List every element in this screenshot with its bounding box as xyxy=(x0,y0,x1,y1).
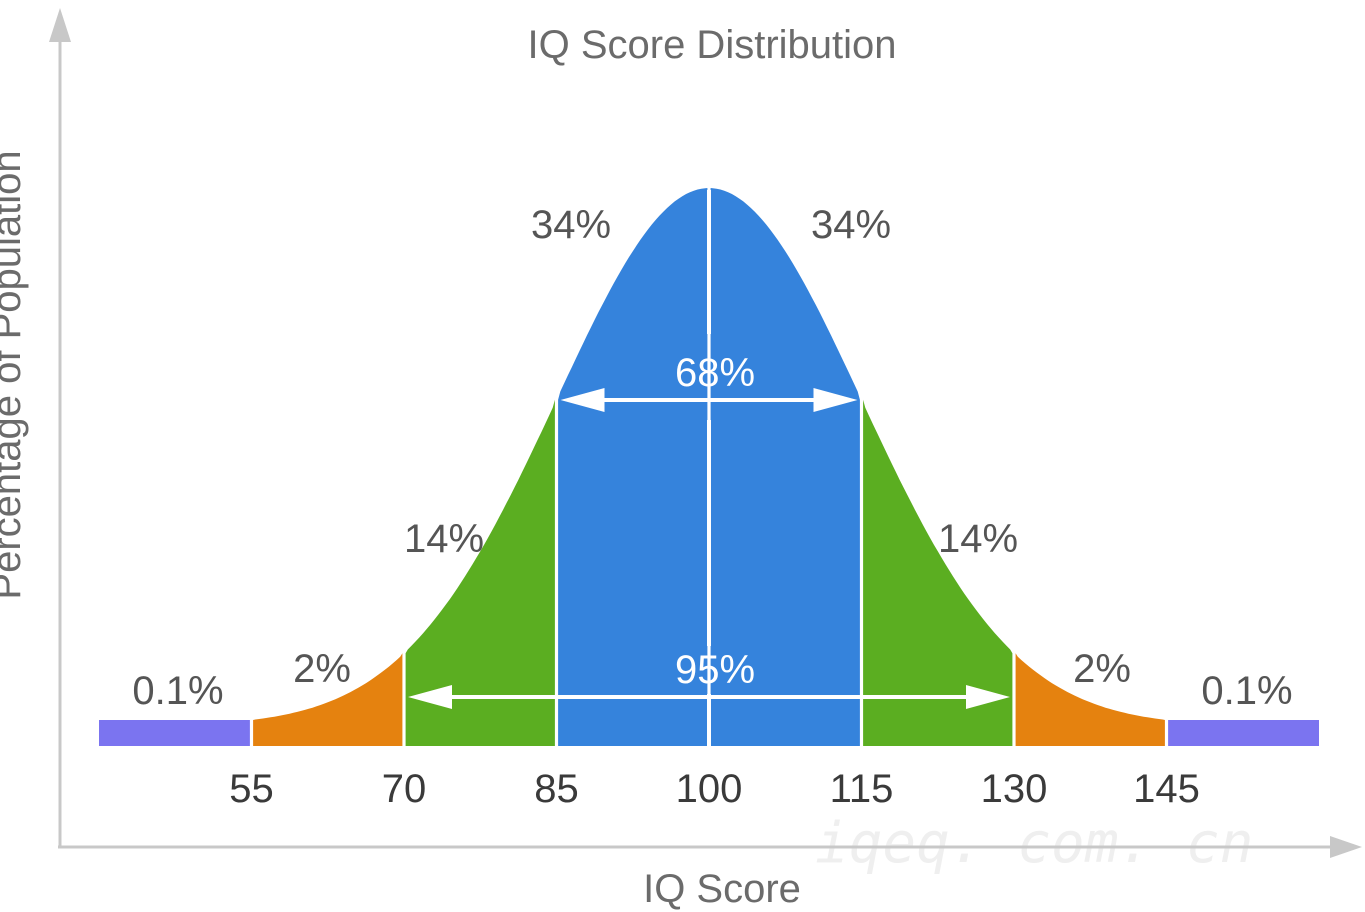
watermark: iqeq. com. cn xyxy=(815,811,1253,876)
segment-labels: 0.1% 2% 14% 34% 34% 14% 2% 0.1% xyxy=(132,203,1292,713)
segment-40-55 xyxy=(99,720,250,746)
x-tick-label: 100 xyxy=(676,767,743,811)
x-tick-label: 70 xyxy=(382,767,427,811)
x-tick-label: 115 xyxy=(830,767,894,811)
x-tick-label: 145 xyxy=(1133,767,1200,811)
range-arrowhead-left-0 xyxy=(560,388,605,412)
segment-100-115 xyxy=(710,188,860,746)
segment-label-3: 34% xyxy=(531,203,611,247)
range-arrows: 68% 95% xyxy=(408,351,1010,709)
segment-label-0: 0.1% xyxy=(132,669,223,713)
range-label-0: 68% xyxy=(675,351,755,395)
segment-55-70 xyxy=(253,653,403,746)
segment-label-5: 14% xyxy=(938,517,1018,561)
segment-label-2: 14% xyxy=(404,517,484,561)
segment-label-7: 0.1% xyxy=(1201,669,1292,713)
chart-title: IQ Score Distribution xyxy=(527,23,896,67)
range-arrowhead-right-0 xyxy=(813,388,858,412)
y-axis-arrow xyxy=(49,8,71,42)
x-tick-label: 130 xyxy=(981,767,1048,811)
x-tick-label: 85 xyxy=(534,767,579,811)
x-axis-arrow xyxy=(1330,836,1362,858)
axes xyxy=(49,8,1362,858)
x-tick-labels: 55 70 85 100 115 130 145 xyxy=(229,767,1200,811)
y-axis-label: Percentage of Population xyxy=(0,150,29,599)
segment-label-4: 34% xyxy=(811,203,891,247)
segment-70-85 xyxy=(405,399,555,746)
segment-85-100 xyxy=(558,188,708,746)
distribution-segments xyxy=(99,188,1319,746)
range-label-1: 95% xyxy=(675,648,755,692)
segment-145-160 xyxy=(1168,720,1319,746)
segment-label-6: 2% xyxy=(1073,647,1131,691)
x-axis-label: IQ Score xyxy=(643,867,801,911)
segment-130-145 xyxy=(1015,653,1165,746)
segment-label-1: 2% xyxy=(293,647,351,691)
segment-115-130 xyxy=(863,399,1013,746)
range-arrowhead-left-1 xyxy=(408,685,452,709)
x-tick-label: 55 xyxy=(229,767,274,811)
range-arrowhead-right-1 xyxy=(966,685,1010,709)
